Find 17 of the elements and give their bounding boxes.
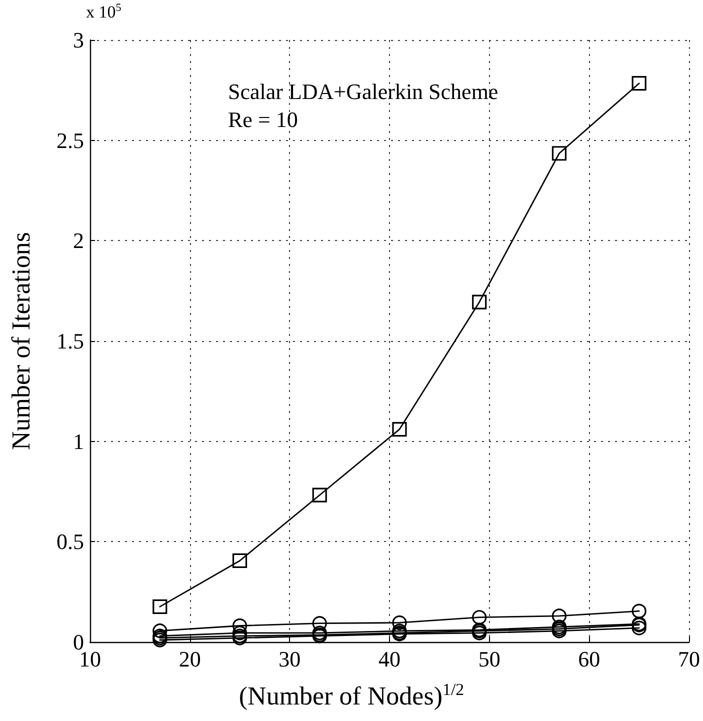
y-tick-label: 0.5 [56,529,84,554]
annotation: Re = 10 [228,107,298,133]
y-tick-label: 1 [73,428,84,454]
y-tick-label: 2 [73,228,84,254]
y-tick-label: 2.5 [56,128,84,153]
annotation: Scalar LDA+Galerkin Scheme [228,79,498,105]
x-tick-label: 70 [678,646,700,672]
x-axis-title: (Number of Nodes)$^{1/2}$ [238,680,466,712]
text: x 10$^{5}$ [86,2,122,23]
x-tick-label: 20 [178,646,201,672]
y-tick-label: 1.5 [56,328,84,354]
y-axis-title: Number of Iterations [6,232,36,450]
x-tick-label: 60 [578,646,600,672]
x-tick-label: 40 [378,646,400,672]
y-tick-label: 3 [73,28,84,52]
x-tick-label: 50 [478,646,500,672]
x-tick-label: 30 [278,646,301,672]
